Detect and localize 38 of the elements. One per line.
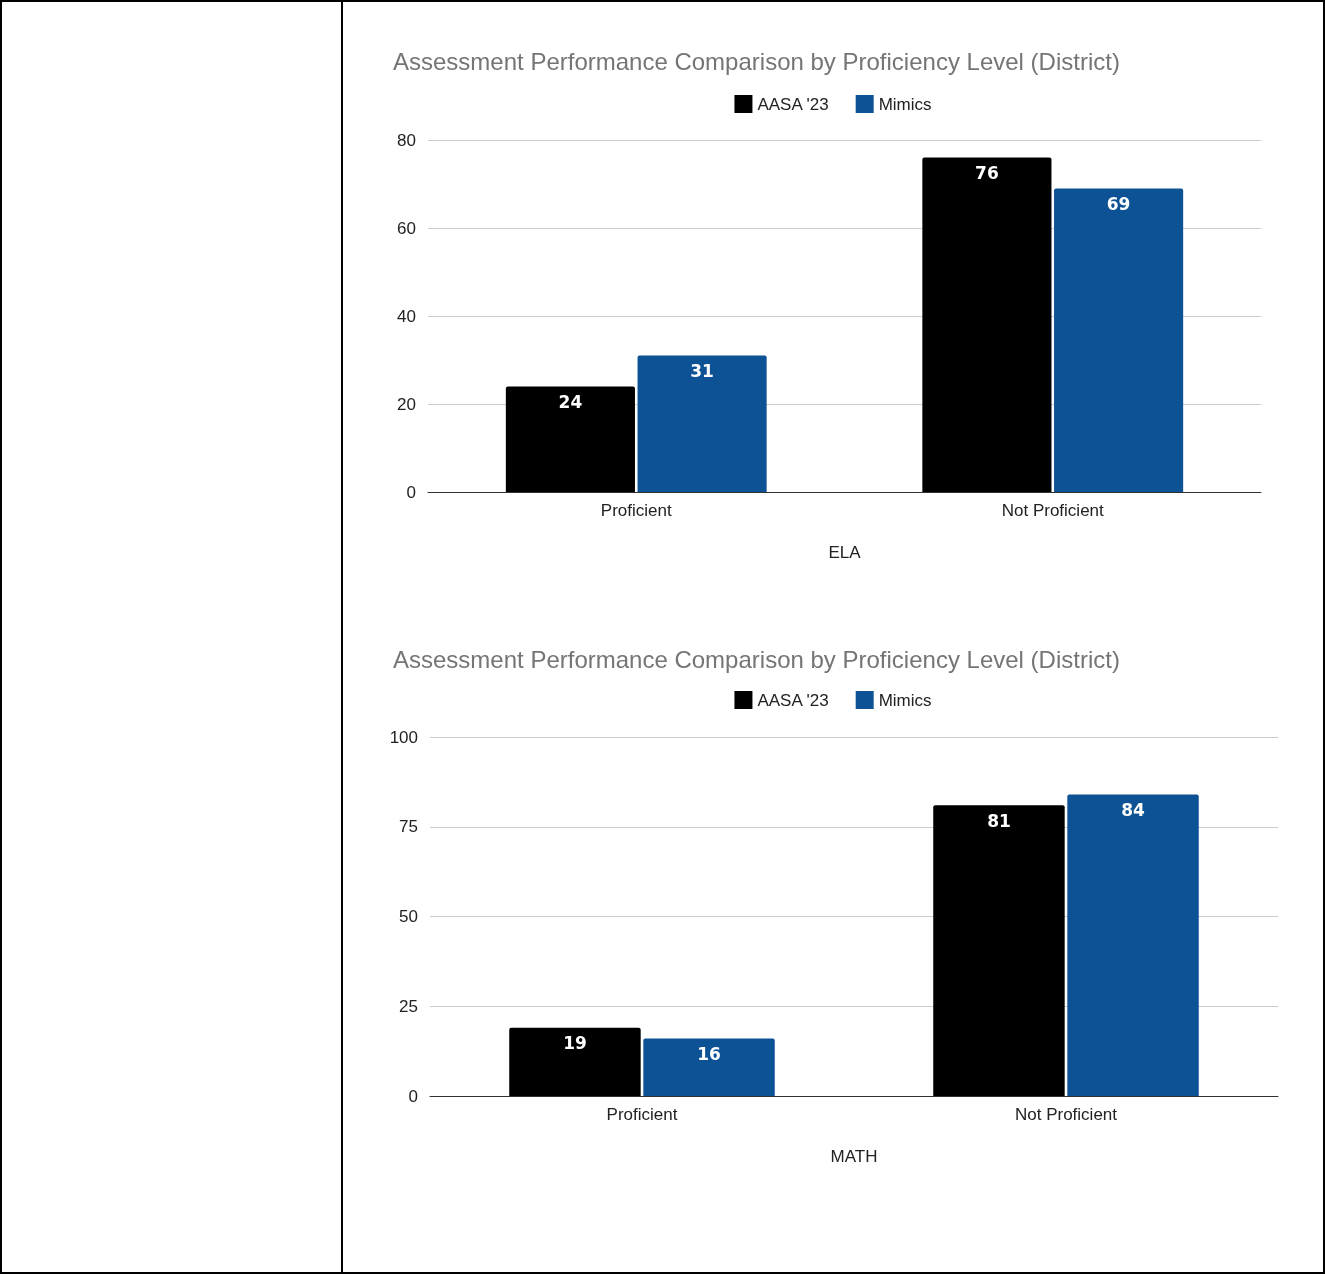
x-axis-title: ELA [828, 543, 862, 562]
y-tick-label: 50 [399, 907, 418, 926]
bar [1054, 188, 1184, 492]
bar [1067, 794, 1199, 1096]
chart-title: Assessment Performance Comparison by Proficiency Level (District) [393, 47, 1120, 75]
data-label: 81 [987, 810, 1011, 831]
y-tick-label: 100 [389, 727, 418, 747]
bar [505, 386, 635, 492]
legend-label: AASA '23 [757, 94, 829, 114]
data-label: 84 [1121, 799, 1146, 820]
y-tick-label: 25 [399, 996, 418, 1016]
data-label: 16 [697, 1044, 721, 1065]
x-tick-label: Not Proficient [1014, 1105, 1118, 1124]
x-axis-title: MATH [830, 1147, 878, 1166]
bar [509, 1027, 641, 1096]
y-tick-label: 40 [397, 306, 416, 326]
chart-title: Assessment Performance Comparison by Proficiency Level (District) [393, 645, 1120, 673]
y-tick-label: 60 [397, 218, 416, 238]
y-tick-label: 75 [399, 817, 418, 837]
legend-label: Mimics [878, 94, 932, 114]
y-tick-label: 80 [397, 130, 416, 150]
x-tick-label: Not Proficient [1001, 501, 1105, 520]
bar [637, 355, 767, 492]
data-label: 69 [1106, 193, 1131, 214]
data-label: 76 [975, 163, 999, 184]
x-tick-label: Proficient [600, 501, 672, 520]
x-tick-label: Proficient [606, 1105, 678, 1124]
data-label: 24 [558, 391, 583, 412]
y-tick-label: 0 [406, 482, 416, 502]
y-tick-label: 20 [397, 394, 416, 414]
data-label: 31 [690, 361, 714, 382]
bar [922, 157, 1052, 492]
bar [933, 805, 1065, 1096]
legend-label: Mimics [878, 690, 932, 710]
legend-label: AASA '23 [757, 690, 829, 710]
bar [643, 1038, 775, 1096]
y-tick-label: 0 [408, 1086, 418, 1106]
data-label: 19 [563, 1033, 587, 1054]
